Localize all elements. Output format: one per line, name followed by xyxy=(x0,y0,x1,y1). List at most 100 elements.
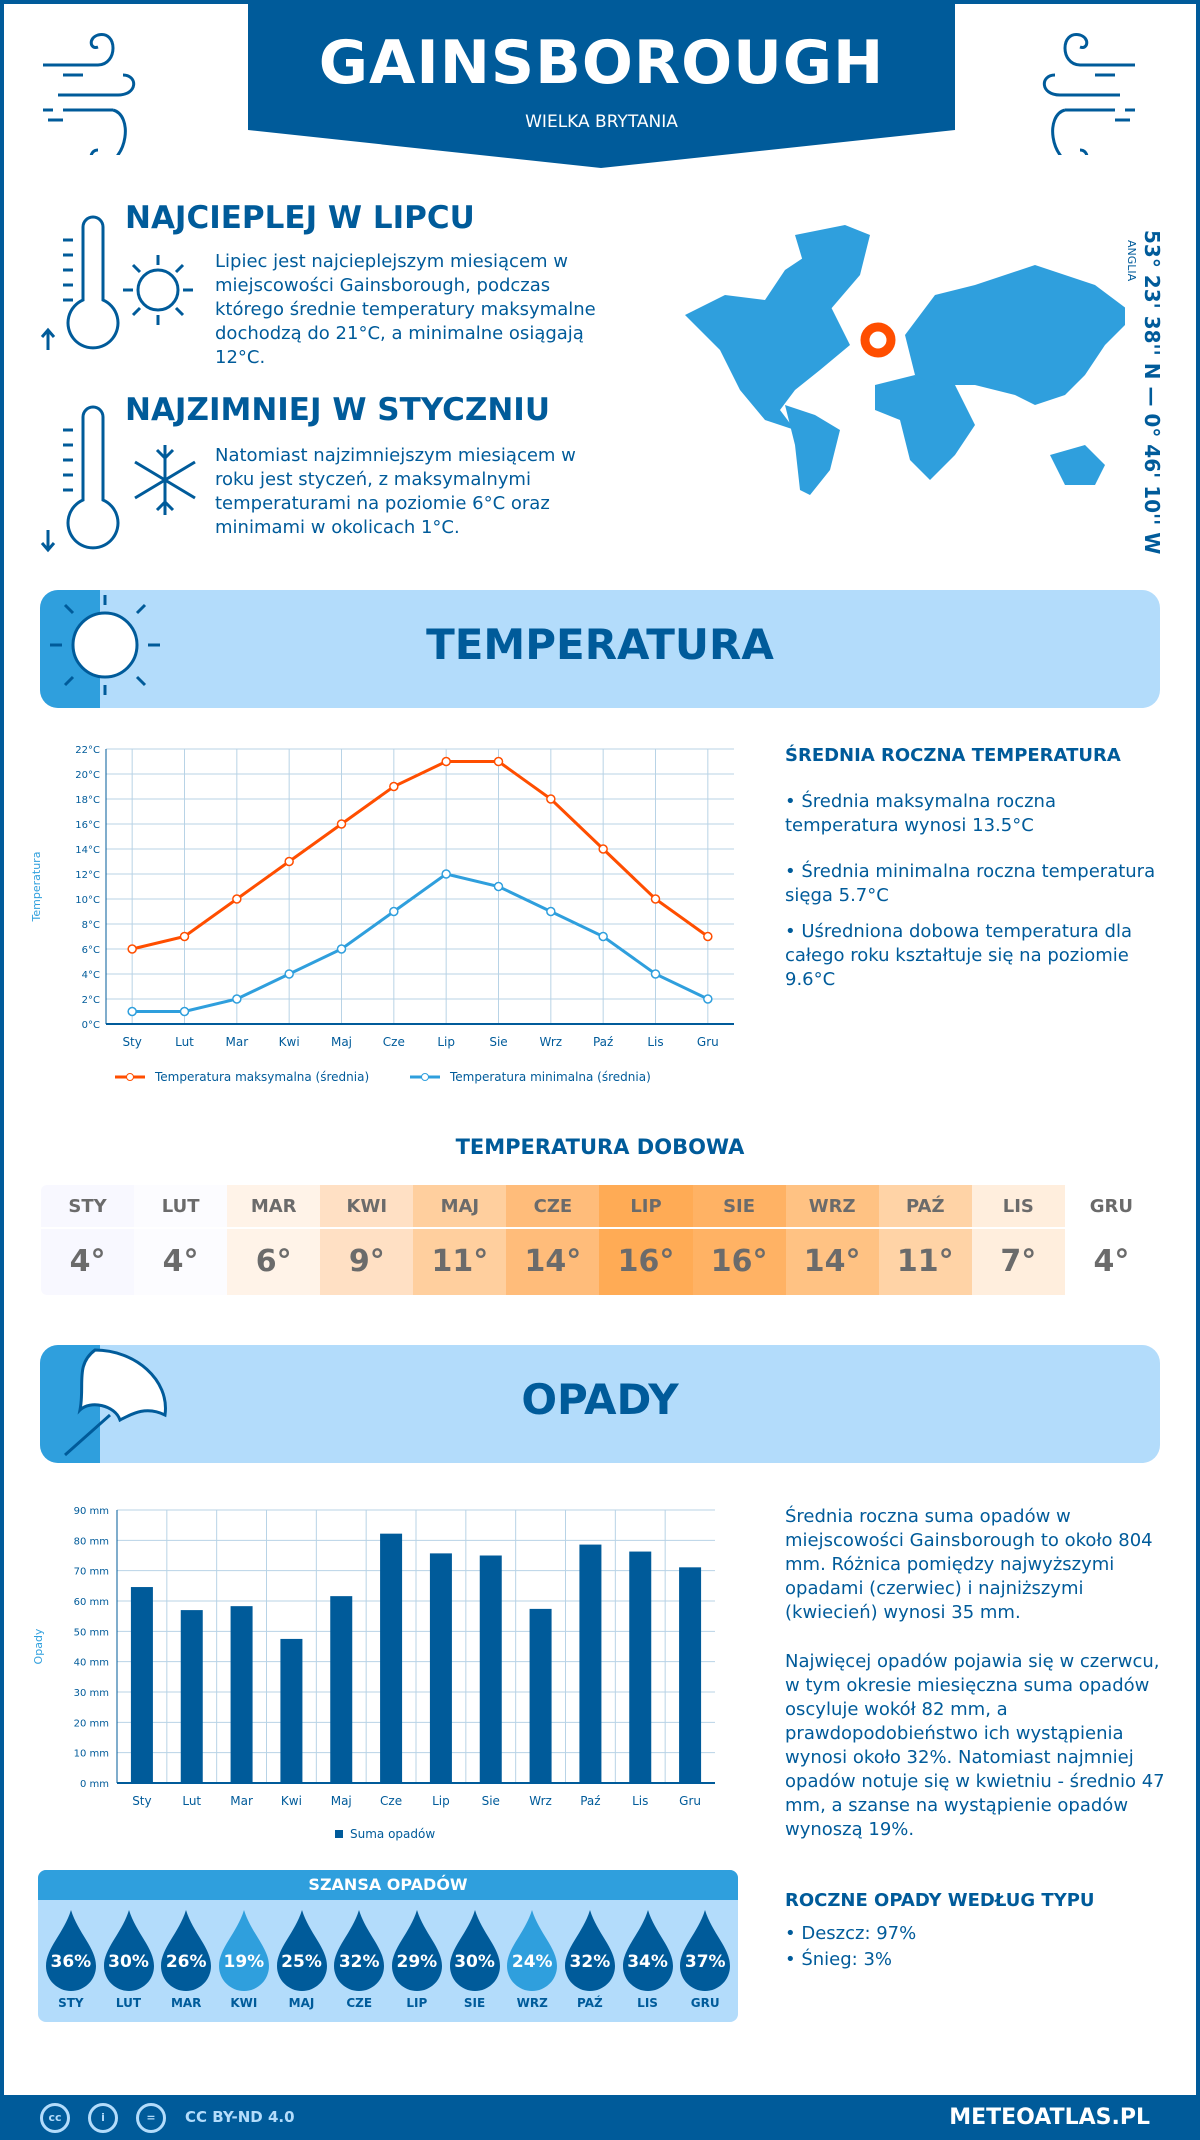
data-point xyxy=(232,894,242,904)
location-marker xyxy=(860,322,896,358)
data-point xyxy=(703,931,713,942)
annual-temp-min: • Średnia minimalna roczna temperatura s… xyxy=(785,861,1156,906)
bar xyxy=(429,1553,452,1783)
y-tick-label: 4°C xyxy=(82,970,100,981)
y-tick-label: 8°C xyxy=(82,920,100,931)
wind-icon xyxy=(1042,33,1135,155)
daily-temp-cell: WRZ 14° xyxy=(785,1185,879,1295)
x-tick-label: Sie xyxy=(489,1035,507,1049)
chance-month: LUT xyxy=(115,1996,142,2010)
chance-month: LIP xyxy=(406,1996,428,2010)
chance-value: 32% xyxy=(338,1952,380,1972)
chance-month: STY xyxy=(58,1996,84,2010)
y-tick-label: 0 mm xyxy=(80,1779,109,1790)
precip-summary-2: Najwięcej opadów pojawia się w czerwcu, … xyxy=(785,1651,1165,1840)
daily-temp-cell: CZE 14° xyxy=(506,1185,600,1295)
data-point xyxy=(493,756,504,767)
y-tick-label: 90 mm xyxy=(74,1506,109,1517)
daily-month: MAR xyxy=(227,1185,321,1229)
x-tick-label: Cze xyxy=(383,1035,405,1049)
x-tick-label: Sie xyxy=(482,1794,500,1808)
raindrop-icon xyxy=(161,1910,212,1991)
data-point xyxy=(546,794,556,804)
chance-value: 29% xyxy=(396,1952,438,1972)
daily-value: 6° xyxy=(255,1244,292,1279)
y-axis-label: Opady xyxy=(32,1628,45,1664)
y-tick-label: 12°C xyxy=(75,870,100,881)
raindrop-icon xyxy=(218,1910,269,1991)
data-point xyxy=(650,969,661,979)
y-tick-label: 2°C xyxy=(82,995,100,1006)
daily-temp-cell: MAJ 11° xyxy=(413,1185,507,1295)
y-tick-label: 10°C xyxy=(75,895,100,906)
daily-value: 7° xyxy=(1000,1244,1037,1279)
precipitation-banner: OPADY xyxy=(40,1345,1160,1463)
daily-temp-cell: PAŹ 11° xyxy=(878,1185,972,1295)
daily-temp-cell: STY 4° xyxy=(41,1185,135,1295)
raindrop-icon xyxy=(334,1910,385,1991)
chance-month: GRU xyxy=(690,1996,720,2010)
y-tick-label: 30 mm xyxy=(74,1688,109,1699)
site-link[interactable]: METEOATLAS.PL xyxy=(949,2105,1150,2130)
daily-value: 11° xyxy=(896,1244,954,1279)
raindrop-icon xyxy=(449,1910,500,1991)
bar xyxy=(180,1610,203,1783)
data-point xyxy=(232,994,242,1004)
chance-value: 26% xyxy=(165,1952,207,1972)
x-tick-label: Gru xyxy=(679,1794,701,1808)
x-tick-label: Maj xyxy=(331,1794,352,1808)
raindrop-icon xyxy=(622,1910,673,1991)
daily-temp-table: STY 4° LUT 4° MAR 6° KWI 9° MAJ 11° CZE 14° LIP 16° SI… xyxy=(41,1185,1158,1295)
sun-icon xyxy=(50,595,160,695)
raindrop-icon xyxy=(564,1910,615,1991)
daily-value: 4° xyxy=(69,1244,106,1279)
precip-chance-item: 34% LIS xyxy=(619,1908,677,2018)
raindrop-icon xyxy=(507,1910,558,1991)
snowflake-icon xyxy=(134,445,196,515)
daily-value: 14° xyxy=(524,1244,582,1279)
region-label: ANGLIA xyxy=(1125,240,1138,282)
nd-icon: = xyxy=(136,2103,166,2133)
data-point xyxy=(284,856,294,867)
precip-chance-panel: SZANSA OPADÓW 36% STY 30% LUT 26% MAR 19% KWI 25… xyxy=(38,1870,738,2022)
x-tick-label: Kwi xyxy=(281,1794,302,1808)
x-tick-label: Lip xyxy=(437,1035,455,1049)
precip-chance-item: 30% LUT xyxy=(100,1908,158,2018)
legend-label: Suma opadów xyxy=(350,1827,435,1841)
chance-value: 36% xyxy=(50,1952,92,1972)
daily-value: 4° xyxy=(1093,1244,1130,1279)
header-banner: GAINSBOROUGH WIELKA BRYTANIA xyxy=(248,0,955,168)
chance-value: 24% xyxy=(511,1952,553,1972)
x-tick-label: Lis xyxy=(632,1794,648,1808)
annual-temp-title: ŚREDNIA ROCZNA TEMPERATURA xyxy=(785,745,1121,766)
legend-swatch xyxy=(335,1830,343,1838)
data-point xyxy=(179,931,190,942)
data-point xyxy=(127,1006,137,1017)
precip-type-rain: • Deszcz: 97% xyxy=(785,1923,917,1944)
license-label: CC BY-ND 4.0 xyxy=(185,2108,295,2126)
y-tick-label: 22°C xyxy=(75,745,100,756)
daily-month: LUT xyxy=(134,1185,228,1229)
legend-label: Temperatura minimalna (średnia) xyxy=(449,1070,651,1084)
x-tick-label: Paź xyxy=(593,1035,613,1049)
data-point xyxy=(336,819,347,829)
precip-summary: Średnia roczna suma opadów w miejscowośc… xyxy=(785,1506,1153,1623)
precip-chance-title: SZANSA OPADÓW xyxy=(38,1870,738,1900)
x-tick-label: Mar xyxy=(230,1794,253,1808)
y-tick-label: 14°C xyxy=(75,845,100,856)
chance-value: 30% xyxy=(454,1952,495,1972)
bar xyxy=(479,1555,502,1783)
chance-month: CZE xyxy=(346,1996,373,2010)
y-tick-label: 50 mm xyxy=(74,1627,109,1638)
precip-chance-item: 24% WRZ xyxy=(503,1908,561,2018)
x-tick-label: Sty xyxy=(132,1794,151,1808)
thermometer-down-icon xyxy=(40,405,120,553)
raindrop-icon xyxy=(45,1910,96,1991)
chance-month: SIE xyxy=(463,1996,486,2010)
data-point xyxy=(389,906,399,917)
x-tick-label: Lut xyxy=(182,1794,201,1808)
warmest-title: NAJCIEPLEJ W LIPCU xyxy=(125,200,475,236)
daily-value: 14° xyxy=(803,1244,861,1279)
data-point xyxy=(336,944,347,954)
daily-value: 4° xyxy=(162,1244,199,1279)
